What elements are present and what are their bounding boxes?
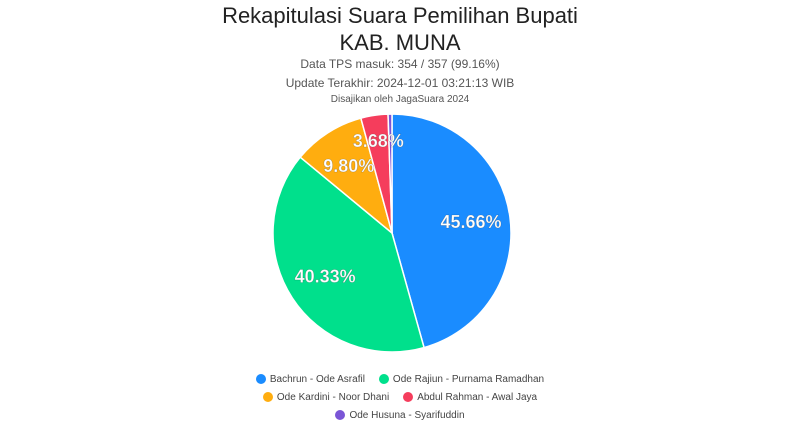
legend-swatch [403, 392, 414, 402]
slice-label-1: 40.33% [295, 266, 356, 286]
credit-text: Disajikan oleh JagaSuara 2024 [330, 94, 470, 105]
legend-label: Abdul Rahman - Awal Jaya [417, 391, 538, 403]
legend-item-ode-kardini[interactable]: Ode Kardini - Noor Dhani [262, 391, 390, 403]
legend-item-bachrun[interactable]: Bachrun - Ode Asrafil [255, 373, 365, 385]
slice-label-0: 45.66% [440, 212, 501, 232]
tps-progress-text: Data TPS masuk: 354 / 357 (99.16%) [300, 57, 500, 71]
legend-swatch [262, 392, 273, 402]
legend-item-abdul-rahman[interactable]: Abdul Rahman - Awal Jaya [403, 392, 537, 403]
legend-item-ode-rajiun[interactable]: Ode Rajiun - Purnama Ramadhan [378, 373, 545, 385]
chart-title-line2: KAB. MUNA [339, 30, 461, 55]
legend-row-2: Ode Kardini - Noor Dhani Abdul Rahman - … [0, 388, 800, 406]
pie-slice-0[interactable] [391, 113, 512, 349]
legend-row-1: Bachrun - Ode Asrafil Ode Rajiun - Purna… [0, 370, 800, 388]
legend-label: Ode Husuna - Syarifuddin [349, 409, 465, 421]
slice-label-2: 9.80% [323, 156, 374, 176]
chart-title-line1: Rekapitulasi Suara Pemilihan Bupati [222, 3, 578, 28]
legend-label: Ode Rajiun - Purnama Ramadhan [392, 373, 545, 385]
legend-label: Bachrun - Ode Asrafil [269, 373, 365, 385]
slice-label-3: 3.68% [353, 131, 404, 151]
pie-slice-1[interactable] [272, 156, 425, 353]
legend-row-3: Ode Husuna - Syarifuddin [0, 406, 800, 424]
legend-swatch [255, 374, 266, 384]
pie-slice-4[interactable] [387, 113, 393, 234]
pie-slice-2[interactable] [299, 117, 394, 236]
legend-swatch [335, 410, 346, 420]
legend-item-ode-husuna[interactable]: Ode Husuna - Syarifuddin [335, 409, 465, 421]
legend-label: Ode Kardini - Noor Dhani [276, 391, 390, 403]
chart-legend: Bachrun - Ode Asrafil Ode Rajiun - Purna… [0, 370, 800, 424]
last-update-text: Update Terakhir: 2024-12-01 03:21:13 WIB [285, 76, 515, 90]
legend-swatch [378, 374, 389, 384]
